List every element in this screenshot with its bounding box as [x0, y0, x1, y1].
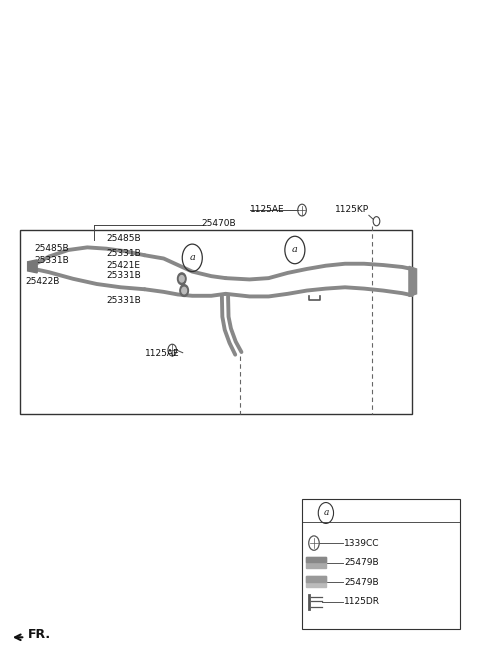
Text: a: a: [189, 254, 195, 262]
Bar: [302, 499, 459, 629]
Polygon shape: [306, 558, 326, 568]
Text: 25331B: 25331B: [107, 296, 141, 305]
Circle shape: [180, 275, 184, 282]
Polygon shape: [409, 266, 417, 296]
Bar: [21, 231, 412, 413]
Polygon shape: [306, 558, 326, 562]
Text: 25479B: 25479B: [344, 578, 379, 587]
Text: 25331B: 25331B: [35, 256, 70, 265]
Polygon shape: [306, 576, 326, 587]
Polygon shape: [306, 576, 326, 581]
Text: 25331B: 25331B: [107, 250, 141, 258]
Text: 1125KP: 1125KP: [336, 205, 370, 214]
Text: 1125AE: 1125AE: [250, 205, 284, 214]
Text: 25479B: 25479B: [344, 558, 379, 567]
Text: a: a: [323, 509, 329, 518]
Text: 1125AE: 1125AE: [144, 349, 179, 358]
Text: FR.: FR.: [28, 628, 51, 641]
Text: 25485B: 25485B: [35, 244, 70, 253]
Circle shape: [182, 287, 187, 294]
Text: 1125DR: 1125DR: [344, 597, 380, 606]
Text: 25331B: 25331B: [107, 271, 141, 280]
Polygon shape: [28, 260, 37, 273]
Circle shape: [178, 273, 186, 284]
Text: 25470B: 25470B: [202, 219, 237, 228]
Circle shape: [180, 284, 189, 296]
Text: 25485B: 25485B: [107, 234, 141, 242]
Text: 1339CC: 1339CC: [344, 539, 380, 547]
Text: a: a: [292, 246, 298, 254]
Text: 25421E: 25421E: [107, 261, 140, 269]
Text: 25422B: 25422B: [25, 277, 60, 286]
